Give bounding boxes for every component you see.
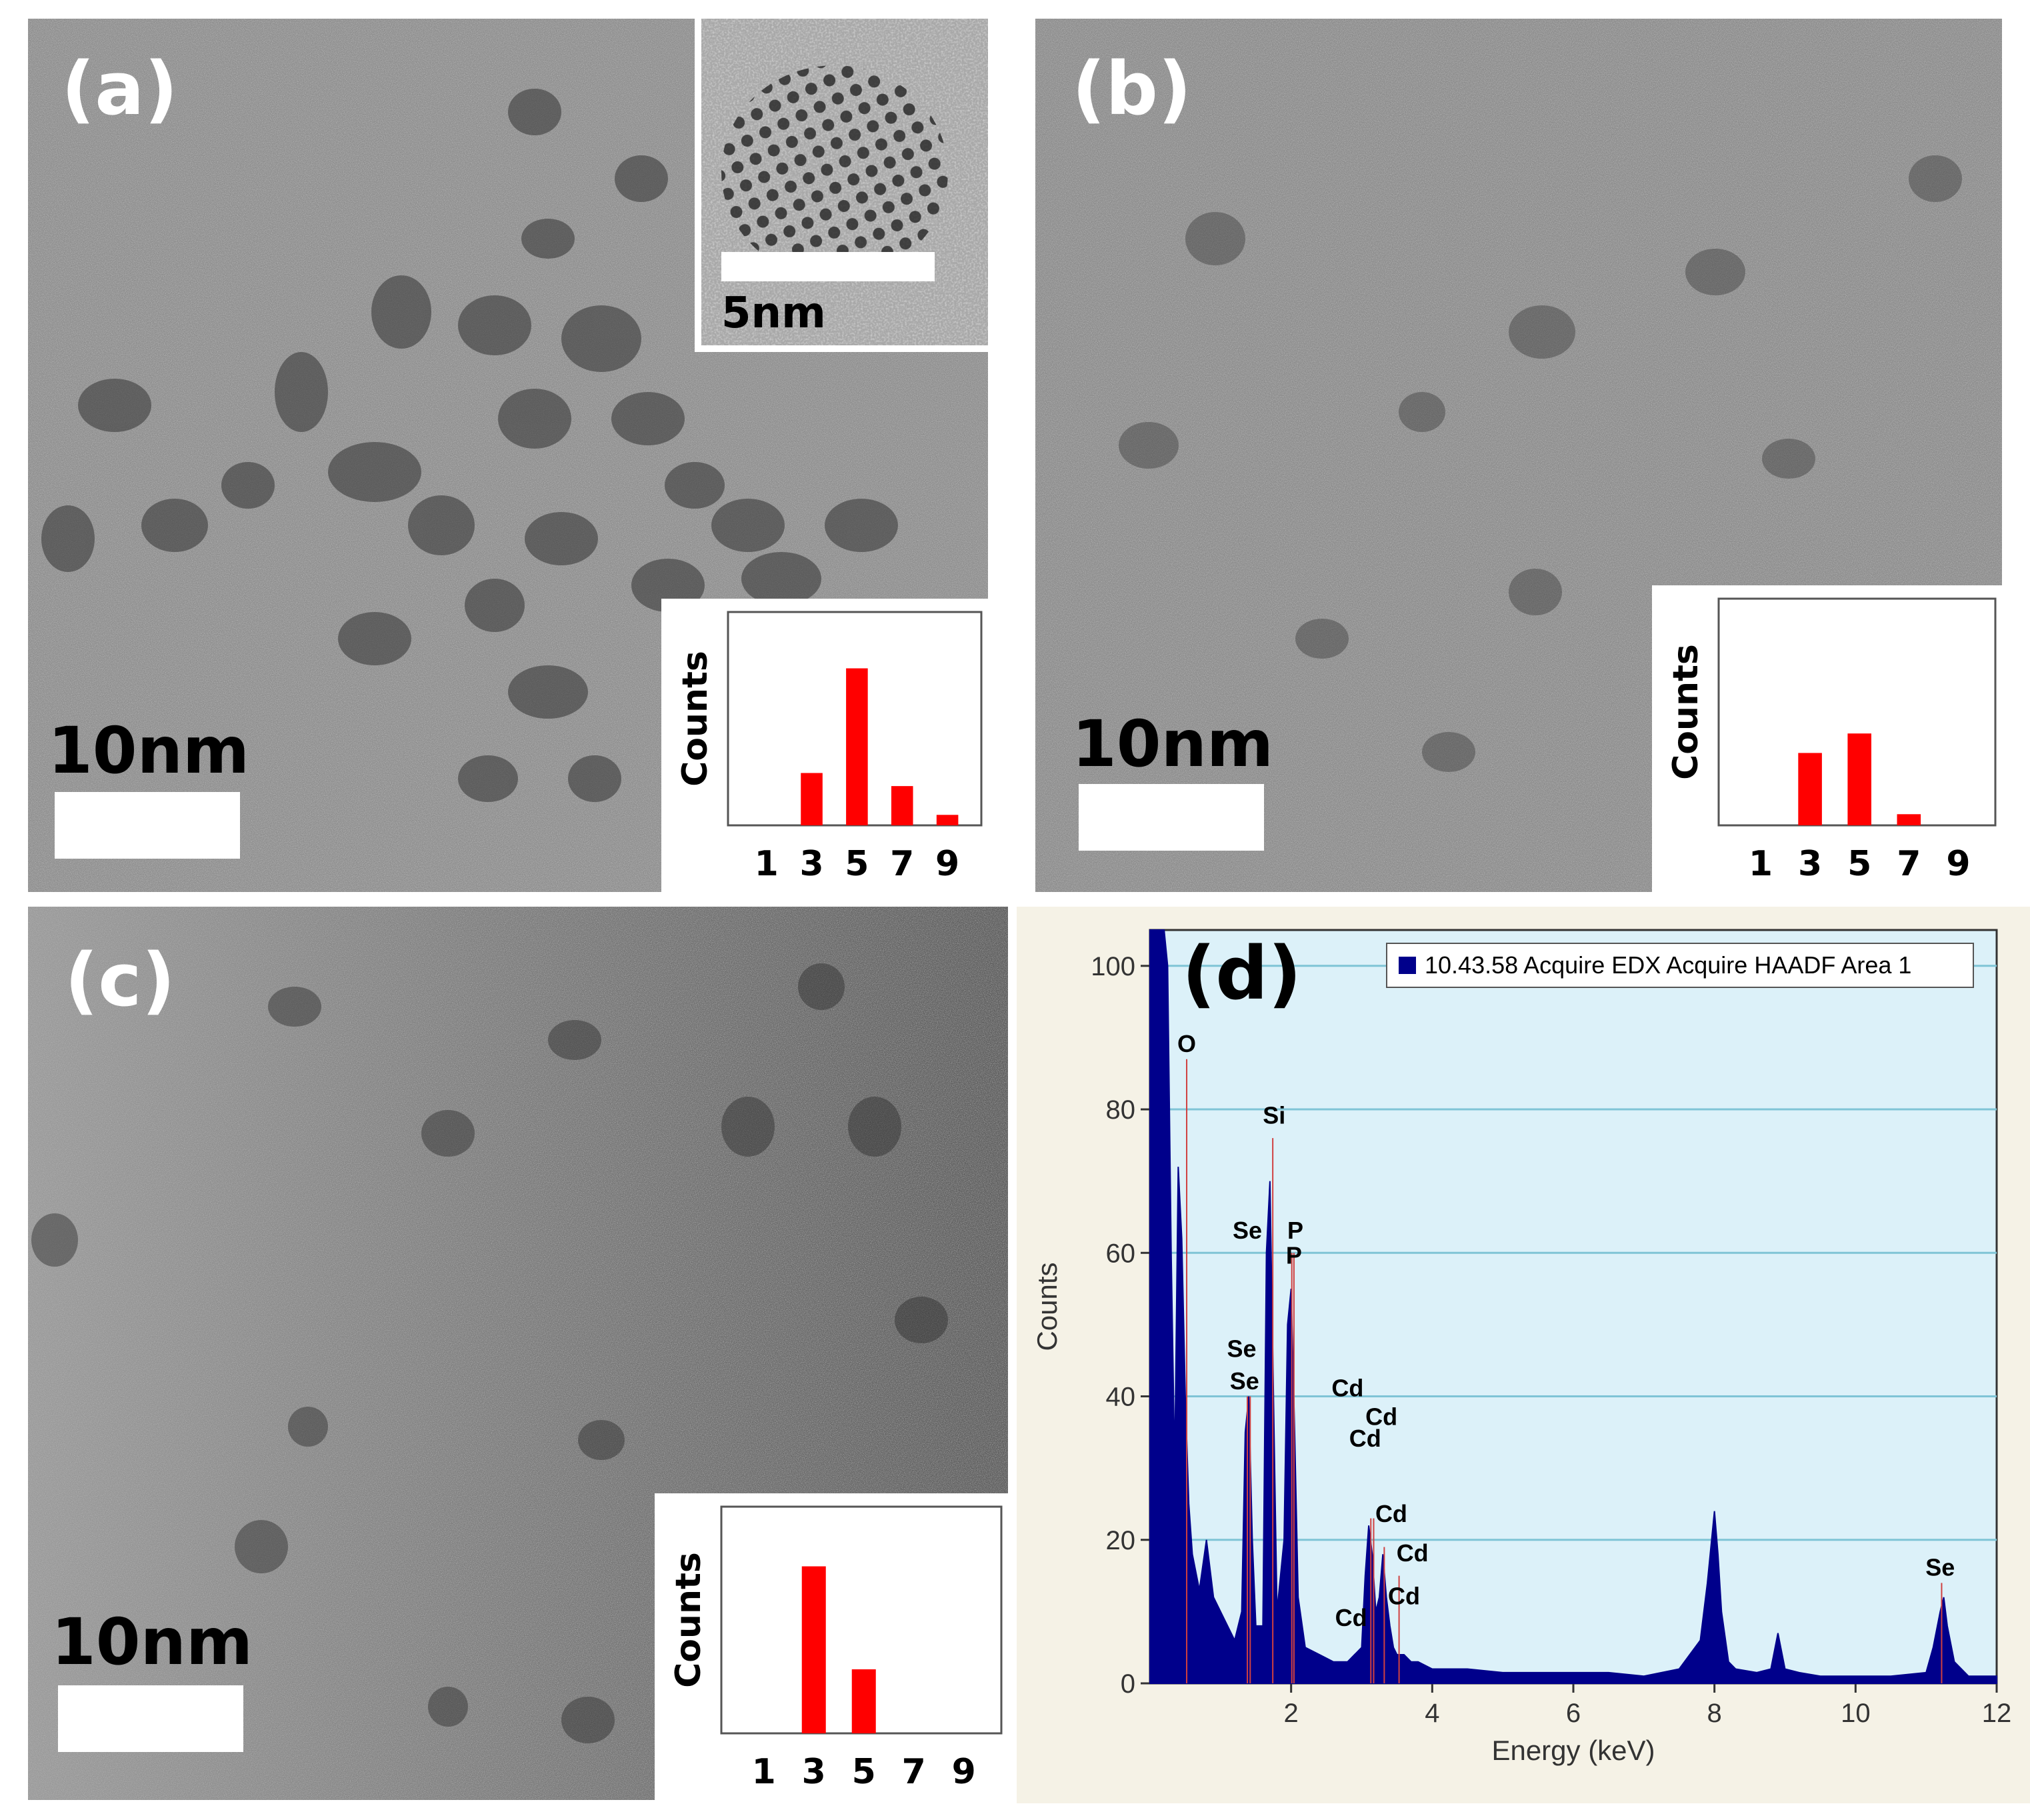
histogram-tick-b-5: 5 [1847,844,1871,884]
histogram-tick-a-5: 5 [845,844,869,884]
scale-bar-label-b: 10nm [1072,707,1273,781]
panel-label-a: (a) [61,46,178,131]
edx-ytick-20: 20 [1106,1526,1136,1555]
edx-ytick-80: 80 [1106,1095,1136,1125]
edx-ytick-0: 0 [1121,1669,1135,1699]
size-histogram-b: 1 3 5 7 9 Counts [1652,585,2002,892]
histogram-frame-c [720,1505,1003,1735]
histogram-tick-a-3: 3 [799,844,823,884]
histogram-ylabel-a: Counts [675,651,715,787]
histogram-tick-c-1: 1 [752,1752,776,1792]
scale-bar-label-c: 10nm [51,1605,253,1679]
edx-peak-label-4: Se [1233,1217,1262,1244]
tem-image-a: (a) 10nm 5nm [28,19,988,892]
edx-ylabel: Counts [1031,1262,1063,1351]
histogram-tick-a-9: 9 [935,844,959,884]
histogram-ylabel-c: Counts [669,1552,709,1688]
edx-peak-label-8: Cd [1365,1403,1397,1431]
edx-peak-label-0: O [1177,1030,1196,1057]
nanoparticles-c [31,963,948,1743]
edx-peak-label-14: Se [1925,1554,1955,1581]
histogram-tick-b-3: 3 [1798,844,1822,884]
edx-peak-label-5: P [1287,1217,1303,1244]
edx-xlabel: Energy (keV) [1491,1735,1655,1766]
edx-peak-label-6: P [1286,1241,1302,1269]
histogram-bar-a-9 [936,815,959,825]
edx-legend-box [1386,943,1974,988]
scale-bar-a [55,792,240,859]
histogram-bar-b-5 [1847,733,1871,825]
edx-peak-label-3: Se [1227,1335,1257,1362]
panel-label-b: (b) [1072,46,1192,131]
histogram-bar-a-7 [891,786,913,825]
edx-peak-label-12: Cd [1388,1583,1420,1610]
scale-bar-label-a: 10nm [48,713,249,788]
edx-xtick-2: 2 [1284,1699,1299,1728]
size-histogram-a: 1 3 5 7 9 Counts [661,599,988,892]
edx-legend: 10.43.58 Acquire EDX Acquire HAADF Area … [1386,943,1974,988]
inset-scale-bar [721,252,935,281]
edx-peak-label-1: Si [1263,1102,1285,1129]
histogram-tick-c-9: 9 [952,1752,976,1792]
nanoparticles-b [1119,155,1962,772]
histogram-bar-a-3 [801,773,823,825]
nanoparticles-a [41,89,898,802]
histogram-bar-a-5 [846,668,868,825]
panel-label-d: (d) [1182,931,1302,1016]
edx-ytick-60: 60 [1106,1239,1136,1268]
scale-bar-b [1079,784,1264,851]
histogram-tick-a-1: 1 [755,844,779,884]
histogram-ylabel-b: Counts [1666,644,1706,780]
edx-xtick-6: 6 [1566,1699,1581,1728]
edx-plot-area [1149,929,1998,1685]
histogram-tick-a-7: 7 [890,844,914,884]
scale-bar-c [58,1685,243,1752]
edx-legend-text: 10.43.58 Acquire EDX Acquire HAADF Area … [1425,951,1911,979]
edx-xtick-8: 8 [1707,1699,1722,1728]
histogram-bar-c-5 [851,1669,876,1733]
edx-legend-swatch [1399,957,1416,974]
lattice-image [701,19,988,345]
edx-peak-label-10: Cd [1375,1500,1407,1527]
edx-ytick-40: 40 [1106,1383,1136,1412]
histogram-tick-b-1: 1 [1749,844,1773,884]
edx-peak-label-13: Cd [1335,1604,1367,1631]
histogram-tick-c-5: 5 [852,1752,876,1792]
edx-spectrum-panel: 0 20 40 60 80 100 2 4 6 8 10 12 O Si Se Se Se P P Cd Cd Cd Cd C… [1017,907,2030,1803]
histogram-bar-b-3 [1798,753,1822,825]
edx-xtick-10: 10 [1841,1699,1871,1728]
size-histogram-c: 1 3 5 7 9 Counts [655,1493,1008,1800]
edx-peak-label-9: Cd [1331,1375,1363,1402]
histogram-tick-b-9: 9 [1946,844,1970,884]
edx-peak-label-11: Cd [1397,1539,1429,1567]
histogram-tick-c-3: 3 [802,1752,826,1792]
edx-xtick-4: 4 [1425,1699,1439,1728]
histogram-bar-b-7 [1897,814,1921,825]
tem-image-b: (b) 10nm 1 3 5 7 9 Counts [1035,19,2002,892]
edx-ytick-100: 100 [1091,952,1135,981]
edx-peak-label-7: Cd [1349,1425,1381,1452]
tem-texture-c [28,907,1008,1800]
histogram-tick-b-7: 7 [1897,844,1921,884]
edx-peak-label-2: Se [1230,1367,1259,1395]
edx-xtick-12: 12 [1982,1699,2012,1728]
tem-image-c: (c) 10nm 1 3 5 7 9 Counts [28,907,1008,1800]
histogram-bar-c-3 [801,1566,826,1733]
hrtem-inset-a: 5nm [695,19,988,352]
histogram-tick-c-7: 7 [902,1752,926,1792]
panel-label-c: (c) [65,937,175,1023]
inset-scale-bar-label: 5nm [721,289,826,338]
